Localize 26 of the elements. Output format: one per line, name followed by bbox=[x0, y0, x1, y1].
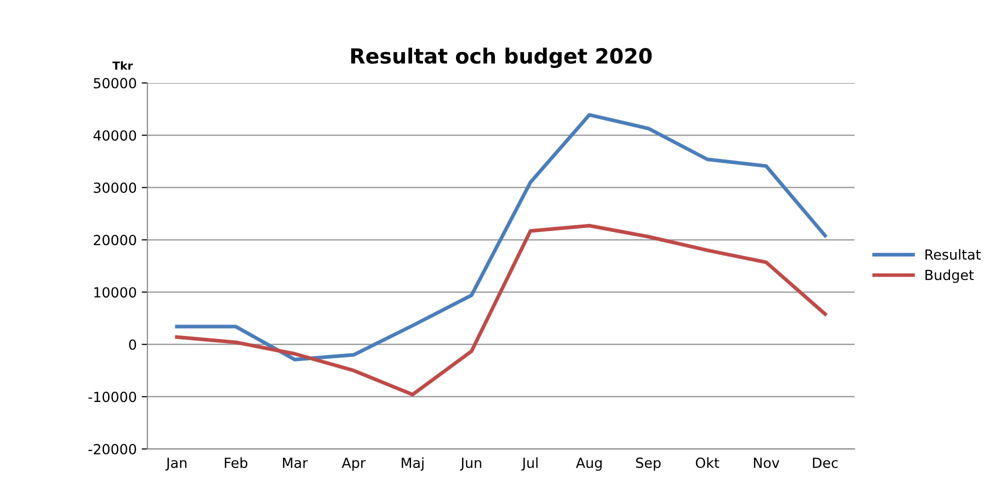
x-tick-label: Jun bbox=[460, 458, 482, 471]
x-tick-label: Sep bbox=[636, 458, 661, 471]
line-series bbox=[175, 224, 827, 396]
x-tick-label: Apr bbox=[342, 458, 366, 471]
y-axis-title: Tkr bbox=[112, 61, 133, 70]
y-tick-label: 40000 bbox=[93, 130, 136, 141]
x-tick-label: Nov bbox=[754, 458, 780, 468]
legend-label: Budget bbox=[926, 269, 974, 283]
y-tick-label: -10000 bbox=[88, 392, 136, 402]
x-tick-label: Mar bbox=[282, 458, 308, 468]
x-tick-label: Feb bbox=[224, 457, 248, 468]
x-tick-label: Maj bbox=[402, 457, 424, 471]
y-tick-label: 10000 bbox=[94, 287, 136, 298]
x-tick-label: Jul bbox=[521, 457, 538, 471]
y-tick-label: 30000 bbox=[94, 182, 136, 194]
x-tick-label: Okt bbox=[696, 457, 720, 468]
y-tick-label: 0 bbox=[129, 339, 136, 350]
line-series bbox=[175, 113, 827, 362]
x-tick-label: Dec bbox=[813, 458, 838, 468]
y-tick-label: 20000 bbox=[94, 234, 136, 246]
y-tick-label: -20000 bbox=[88, 444, 136, 454]
x-tick-label: Aug bbox=[576, 458, 602, 471]
legend-label: Resultat bbox=[926, 249, 981, 260]
chart-title: Resultat och budget 2020 bbox=[351, 48, 652, 68]
y-tick-label: 50000 bbox=[94, 78, 136, 88]
x-tick-label: Jan bbox=[165, 458, 186, 471]
